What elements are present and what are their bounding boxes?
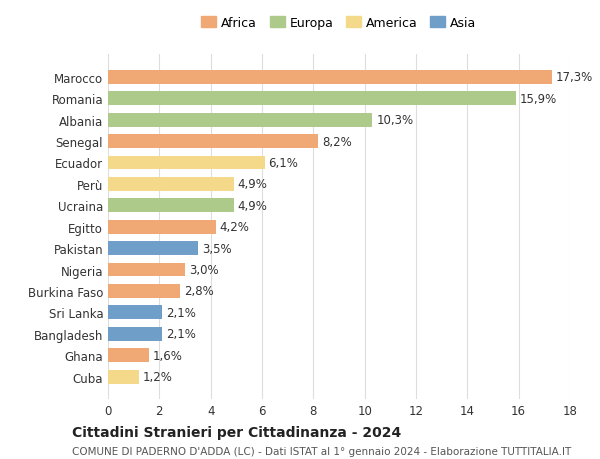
Bar bbox=[108, 71, 552, 84]
Text: 4,9%: 4,9% bbox=[238, 178, 268, 191]
Text: 8,2%: 8,2% bbox=[322, 135, 352, 148]
Bar bbox=[108, 348, 149, 362]
Legend: Africa, Europa, America, Asia: Africa, Europa, America, Asia bbox=[202, 17, 476, 29]
Text: 17,3%: 17,3% bbox=[556, 71, 593, 84]
Bar bbox=[108, 156, 265, 170]
Bar bbox=[108, 370, 139, 384]
Text: 1,2%: 1,2% bbox=[143, 370, 173, 383]
Text: 3,5%: 3,5% bbox=[202, 242, 232, 255]
Text: 10,3%: 10,3% bbox=[376, 114, 413, 127]
Bar bbox=[108, 199, 234, 213]
Bar bbox=[108, 220, 216, 234]
Text: 2,1%: 2,1% bbox=[166, 306, 196, 319]
Text: 2,1%: 2,1% bbox=[166, 328, 196, 341]
Bar bbox=[108, 306, 162, 319]
Text: 15,9%: 15,9% bbox=[520, 93, 557, 106]
Text: 1,6%: 1,6% bbox=[153, 349, 183, 362]
Bar bbox=[108, 178, 234, 191]
Text: 3,0%: 3,0% bbox=[189, 263, 218, 276]
Text: COMUNE DI PADERNO D'ADDA (LC) - Dati ISTAT al 1° gennaio 2024 - Elaborazione TUT: COMUNE DI PADERNO D'ADDA (LC) - Dati IST… bbox=[72, 447, 571, 456]
Bar bbox=[108, 327, 162, 341]
Bar bbox=[108, 113, 373, 127]
Bar bbox=[108, 263, 185, 277]
Text: 6,1%: 6,1% bbox=[268, 157, 298, 170]
Bar bbox=[108, 135, 319, 149]
Text: 2,8%: 2,8% bbox=[184, 285, 214, 298]
Text: 4,2%: 4,2% bbox=[220, 221, 250, 234]
Bar bbox=[108, 92, 516, 106]
Bar bbox=[108, 241, 198, 256]
Bar bbox=[108, 284, 180, 298]
Text: 4,9%: 4,9% bbox=[238, 199, 268, 213]
Text: Cittadini Stranieri per Cittadinanza - 2024: Cittadini Stranieri per Cittadinanza - 2… bbox=[72, 425, 401, 439]
